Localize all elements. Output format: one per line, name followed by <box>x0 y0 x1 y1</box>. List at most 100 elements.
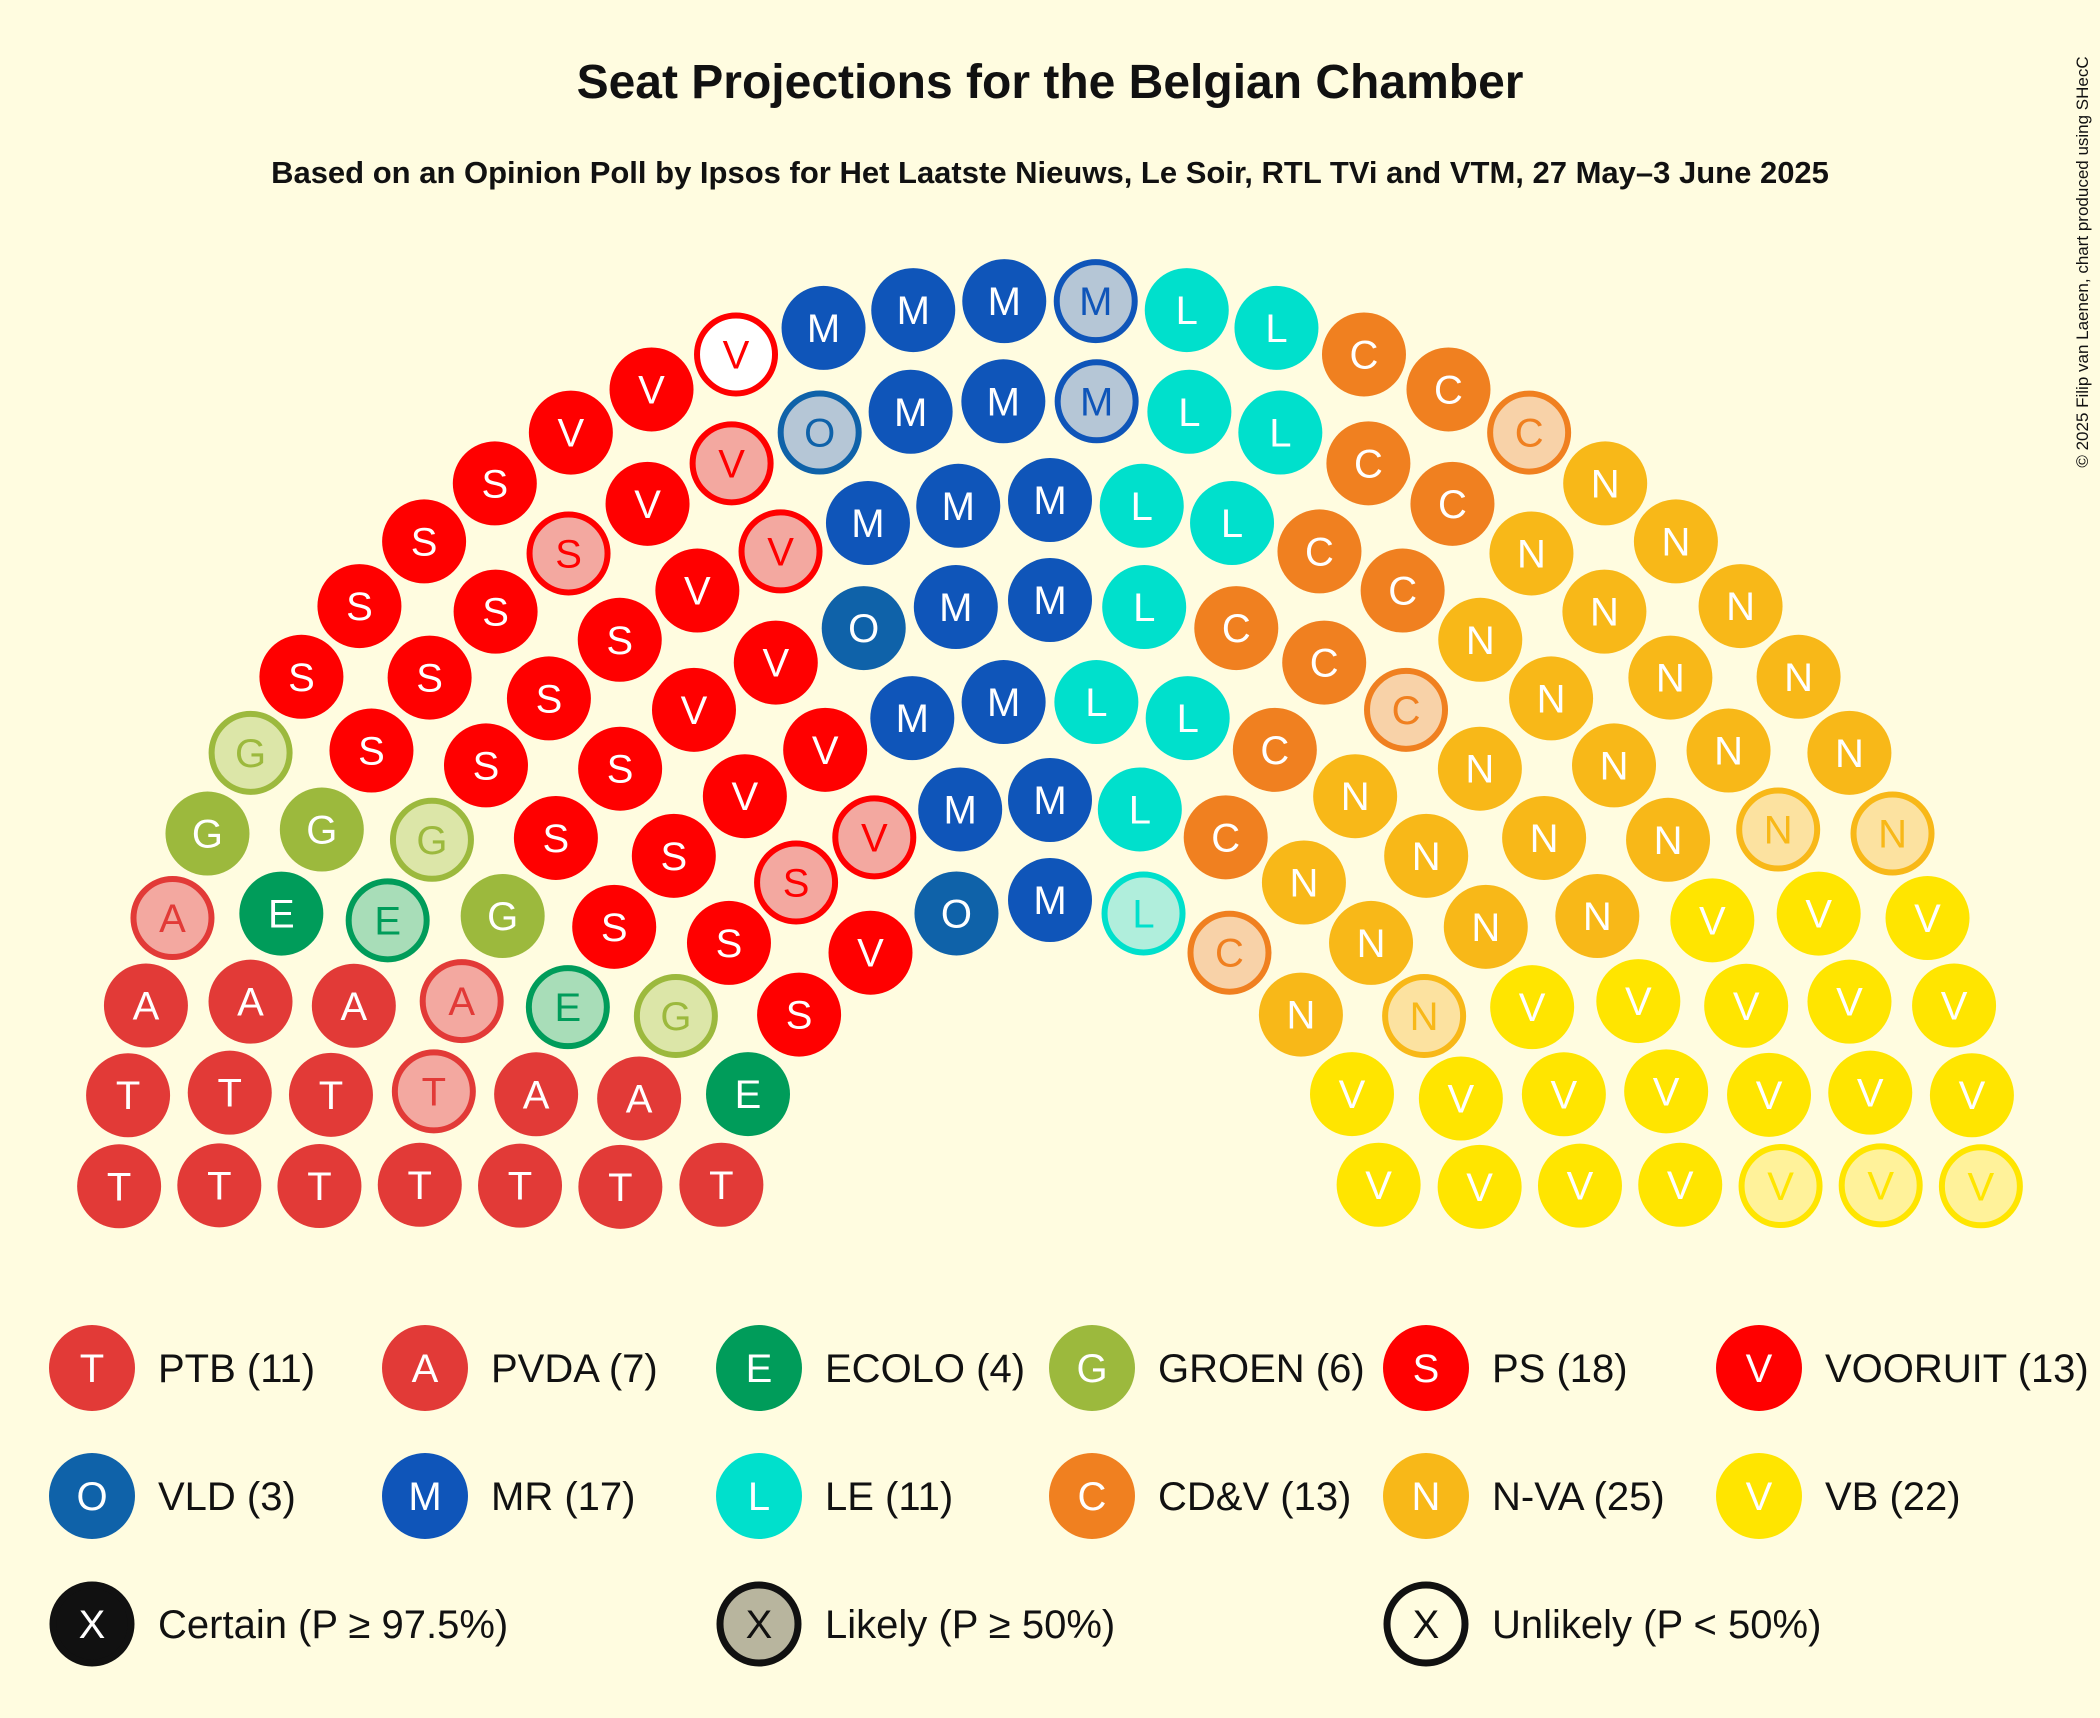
seat-le-87-letter: L <box>1221 502 1243 546</box>
seat-n-va-126-letter: N <box>1410 995 1439 1039</box>
seat-n-va-128 <box>1850 791 1935 876</box>
seat-vooruit-49 <box>828 910 913 995</box>
seat-cdandv-103 <box>1364 667 1449 752</box>
seat-le-84 <box>1147 369 1232 454</box>
seat-le-90 <box>1101 871 1186 956</box>
seat-ps-41-letter: S <box>411 520 438 564</box>
seat-vb-131-letter: V <box>1339 1073 1366 1117</box>
seat-n-va-115-letter: N <box>1357 922 1386 966</box>
seat-vb-138-letter: V <box>1551 1073 1578 1117</box>
seat-n-va-125 <box>1555 874 1640 958</box>
seat-cdandv-93-letter: C <box>1305 530 1334 574</box>
legend-pvda-label: PVDA (7) <box>491 1347 658 1391</box>
seat-ecolo-21 <box>525 965 610 1050</box>
seat-vb-140-letter: V <box>1653 1070 1680 1114</box>
seat-vb-150-letter: V <box>1968 1165 1995 1209</box>
seat-n-va-127 <box>1736 787 1821 872</box>
seat-ptb-9-letter: T <box>218 1072 242 1116</box>
seat-pvda-13 <box>494 1052 579 1137</box>
seat-ps-37-letter: S <box>346 585 373 629</box>
seat-vooruit-59 <box>694 312 779 397</box>
seat-ps-46 <box>526 511 611 596</box>
seat-n-va-107-letter: N <box>1289 862 1318 906</box>
seat-mr-66 <box>918 767 1003 852</box>
seat-ps-36-letter: S <box>716 922 743 966</box>
seat-groen-24-letter: G <box>306 809 337 853</box>
legend-vooruit-label: VOORUIT (13) <box>1825 1347 2089 1391</box>
seat-vb-143-letter: V <box>1959 1074 1986 1118</box>
seat-ecolo-20 <box>706 1052 791 1137</box>
legend-mr-swatch <box>382 1453 468 1539</box>
seat-le-87 <box>1190 480 1275 565</box>
seat-pvda-12-letter: A <box>133 985 160 1029</box>
status-likely-label: Likely (P ≥ 50%) <box>825 1603 1115 1647</box>
legend-cdandv-swatch <box>1049 1453 1135 1539</box>
status-unlikely-label: Unlikely (P < 50%) <box>1492 1603 1821 1647</box>
seat-ptb-5 <box>478 1143 563 1228</box>
seat-n-va-118 <box>1572 723 1657 808</box>
seat-vooruit-54-letter: V <box>638 368 665 412</box>
seat-n-va-109-letter: N <box>1590 591 1619 635</box>
seat-le-85 <box>1097 767 1182 852</box>
seat-cdandv-99 <box>1360 548 1445 633</box>
legend-ecolo-label: ECOLO (4) <box>825 1347 1025 1391</box>
seat-vooruit-56-letter: V <box>861 816 888 860</box>
seat-mr-74-letter: M <box>1033 779 1066 823</box>
seat-vooruit-51 <box>605 461 690 546</box>
seat-vb-149-letter: V <box>1867 1164 1894 1208</box>
legend-ptb-letter: T <box>80 1347 104 1391</box>
seat-ptb-10-letter: T <box>319 1074 343 1118</box>
seat-cdandv-101 <box>1487 390 1572 475</box>
seat-n-va-113-letter: N <box>1412 835 1441 879</box>
seat-vb-148-letter: V <box>1767 1165 1794 1209</box>
seat-groen-27-letter: G <box>235 732 266 776</box>
seat-cdandv-96-letter: C <box>1260 729 1289 773</box>
legend-vld-letter: O <box>76 1475 107 1519</box>
seat-ptb-1 <box>77 1144 162 1229</box>
legend-ecolo-letter: E <box>746 1347 773 1391</box>
seat-cdandv-98-letter: C <box>1310 642 1339 686</box>
seat-mr-79-letter: M <box>1080 380 1113 424</box>
seat-ecolo-20-letter: E <box>735 1073 762 1117</box>
legend-groen-swatch <box>1049 1325 1135 1411</box>
seat-cdandv-102-letter: C <box>1215 932 1244 976</box>
seat-groen-25-letter: G <box>487 895 518 939</box>
seat-ptb-5-letter: T <box>508 1165 532 1209</box>
seat-ptb-2 <box>177 1143 262 1228</box>
seat-ps-30 <box>329 708 414 793</box>
status-likely-letter: X <box>746 1603 773 1647</box>
seat-mr-74 <box>1008 758 1092 842</box>
seat-mr-77-letter: M <box>1033 579 1066 623</box>
seat-n-va-115 <box>1329 900 1414 985</box>
seat-n-va-121-letter: N <box>1714 730 1743 774</box>
seat-mr-76-letter: M <box>1033 479 1066 523</box>
legend-vld-label: VLD (3) <box>158 1475 296 1519</box>
seat-n-va-108 <box>1563 441 1648 526</box>
seat-le-86-letter: L <box>1265 307 1287 351</box>
seat-le-89 <box>1238 390 1323 475</box>
seat-le-85-letter: L <box>1129 788 1151 832</box>
seat-n-va-122 <box>1443 884 1528 969</box>
seat-mr-64-letter: M <box>851 502 884 546</box>
seat-n-va-112 <box>1509 656 1594 741</box>
seat-ptb-11-letter: T <box>422 1070 446 1114</box>
seat-cdandv-91 <box>1194 586 1279 671</box>
seat-n-va-120-letter: N <box>1784 656 1813 700</box>
seat-ecolo-19 <box>239 871 324 956</box>
seat-cdandv-91-letter: C <box>1222 607 1251 651</box>
seat-vb-129 <box>1670 878 1755 963</box>
seat-n-va-108-letter: N <box>1591 462 1620 506</box>
seat-ecolo-22-letter: E <box>374 899 401 943</box>
seat-groen-27 <box>208 710 293 795</box>
seat-ps-46-letter: S <box>555 532 582 576</box>
seat-n-va-110 <box>1633 499 1718 584</box>
seat-ptb-1-letter: T <box>107 1165 131 1209</box>
seat-ptb-6 <box>578 1144 663 1229</box>
seat-n-va-117 <box>1258 972 1343 1057</box>
copyright-notice: © 2025 Filip van Laenen, chart produced … <box>2073 56 2092 467</box>
seat-vooruit-55-letter: V <box>812 729 839 773</box>
status-certain-swatch <box>49 1581 135 1667</box>
seat-ps-34 <box>757 972 842 1057</box>
seat-ps-40-letter: S <box>607 748 634 792</box>
